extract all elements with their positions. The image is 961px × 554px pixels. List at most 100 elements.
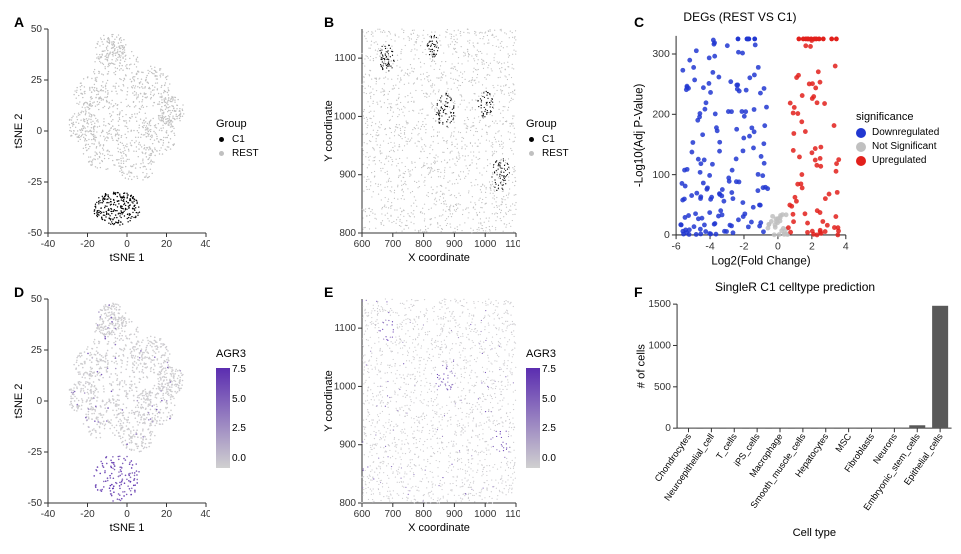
gradient-tick: 5.0 xyxy=(542,394,556,405)
gradient-tick: 5.0 xyxy=(232,394,246,405)
panel-a-svg: -40-2002040-50-2502550tSNE 1tSNE 2 xyxy=(10,10,210,270)
panel-c-title: DEGs (REST VS C1) xyxy=(630,10,850,24)
svg-text:2: 2 xyxy=(809,242,815,253)
svg-text:-50: -50 xyxy=(28,498,43,509)
panel-b: B 6007008009001000110080090010001100X co… xyxy=(320,10,620,270)
legend-item: C1 xyxy=(216,134,310,145)
svg-text:1100: 1100 xyxy=(505,239,520,250)
svg-text:-20: -20 xyxy=(80,239,95,250)
svg-text:-25: -25 xyxy=(28,447,43,458)
panel-f: F SingleR C1 celltype prediction 0500100… xyxy=(630,280,960,540)
panel-e: E 6007008009001000110080090010001100X co… xyxy=(320,280,620,540)
panel-b-legend: Group C1REST xyxy=(520,118,620,162)
legend-item: Downregulated xyxy=(856,127,960,138)
svg-text:0: 0 xyxy=(124,239,130,250)
panel-e-chart: 6007008009001000110080090010001100X coor… xyxy=(320,280,520,540)
panel-d-legend-title: AGR3 xyxy=(216,348,246,360)
svg-text:900: 900 xyxy=(446,239,463,250)
svg-text:-4: -4 xyxy=(705,242,714,253)
svg-text:0: 0 xyxy=(36,396,42,407)
figure-grid: A -40-2002040-50-2502550tSNE 1tSNE 2 Gro… xyxy=(10,10,951,544)
panel-d-chart: -40-2002040-50-2502550tSNE 1tSNE 2 xyxy=(10,280,210,540)
svg-text:0: 0 xyxy=(124,509,130,520)
panel-f-svg: 050010001500ChondrocytesNeuroepithelial_… xyxy=(630,296,960,540)
legend-label: Not Significant xyxy=(872,141,936,152)
legend-swatch xyxy=(219,137,224,142)
panel-d-legend: AGR3 7.55.02.50.0 xyxy=(210,348,310,472)
legend-swatch xyxy=(856,156,866,166)
svg-text:20: 20 xyxy=(161,239,173,250)
gradient-tick: 7.5 xyxy=(542,364,556,375)
svg-text:100: 100 xyxy=(652,170,670,181)
gradient-tick: 2.5 xyxy=(232,423,246,434)
svg-text:1000: 1000 xyxy=(474,239,497,250)
panel-b-svg: 600 700 800 900 1000 1100 800 900 1000 1100 X coor… xyxy=(320,10,520,270)
svg-text:0: 0 xyxy=(36,126,42,137)
svg-text:200: 200 xyxy=(652,109,670,120)
svg-text:25: 25 xyxy=(31,345,43,356)
panel-d: D -40-2002040-50-2502550tSNE 1tSNE 2 AGR… xyxy=(10,280,310,540)
panel-e-svg: 6007008009001000110080090010001100X coor… xyxy=(320,280,520,540)
gradient-tick: 7.5 xyxy=(232,364,246,375)
legend-label: REST xyxy=(232,148,259,159)
svg-text:900: 900 xyxy=(339,170,356,181)
panel-c-chart: DEGs (REST VS C1) -6 -4 -2 0 2 4 0 100 200 300 Log… xyxy=(630,10,850,270)
panel-e-gradient-bar xyxy=(526,368,540,468)
legend-label: C1 xyxy=(232,134,245,145)
legend-label: Upregulated xyxy=(872,155,926,166)
legend-label: C1 xyxy=(542,134,555,145)
svg-text:0: 0 xyxy=(775,242,781,253)
gradient-tick: 0.0 xyxy=(542,453,556,464)
legend-swatch xyxy=(856,142,866,152)
svg-text:-6: -6 xyxy=(671,242,680,253)
svg-text:Y coordinate: Y coordinate xyxy=(323,100,335,162)
svg-text:25: 25 xyxy=(31,75,43,86)
svg-text:-25: -25 xyxy=(28,177,43,188)
svg-text:tSNE 1: tSNE 1 xyxy=(110,252,145,264)
svg-text:40: 40 xyxy=(200,239,210,250)
panel-f-chart: SingleR C1 celltype prediction 050010001… xyxy=(630,280,960,540)
svg-text:-40: -40 xyxy=(41,509,56,520)
svg-text:20: 20 xyxy=(161,509,173,520)
svg-text:800: 800 xyxy=(415,239,432,250)
legend-swatch xyxy=(856,128,866,138)
panel-e-legend: AGR3 7.55.02.50.0 xyxy=(520,348,620,472)
svg-text:tSNE 1: tSNE 1 xyxy=(110,522,145,534)
legend-swatch xyxy=(219,151,224,156)
svg-text:tSNE 2: tSNE 2 xyxy=(13,384,25,419)
legend-item: REST xyxy=(526,148,620,159)
legend-label: Downregulated xyxy=(872,127,939,138)
legend-item: C1 xyxy=(526,134,620,145)
svg-text:X coordinate: X coordinate xyxy=(408,252,470,264)
svg-text:4: 4 xyxy=(843,242,849,253)
gradient-tick: 2.5 xyxy=(542,423,556,434)
svg-text:40: 40 xyxy=(200,509,210,520)
panel-e-gradient-ticks: 7.5 5.0 2.5 0.0 xyxy=(542,364,556,464)
svg-text:Log2(Fold Change): Log2(Fold Change) xyxy=(711,255,810,267)
panel-d-svg: -40-2002040-50-2502550tSNE 1tSNE 2 xyxy=(10,280,210,540)
svg-text:-Log10(Adj P-Value): -Log10(Adj P-Value) xyxy=(634,84,646,188)
svg-text:700: 700 xyxy=(384,239,401,250)
svg-text:0: 0 xyxy=(664,230,670,241)
svg-text:tSNE 2: tSNE 2 xyxy=(13,114,25,149)
panel-c: C DEGs (REST VS C1) -6-4-20240100200300L… xyxy=(630,10,960,270)
svg-text:1100: 1100 xyxy=(334,53,356,64)
legend-item: Upregulated xyxy=(856,155,960,166)
svg-text:300: 300 xyxy=(652,49,670,60)
panel-b-chart: 600 700 800 900 1000 1100 800 900 1000 1100 X coor… xyxy=(320,10,520,270)
svg-text:-2: -2 xyxy=(739,242,748,253)
svg-text:600: 600 xyxy=(354,239,371,250)
panel-a-legend: Group C1 REST xyxy=(210,118,310,162)
svg-text:-20: -20 xyxy=(80,509,95,520)
svg-text:1000: 1000 xyxy=(334,111,357,122)
legend-label: REST xyxy=(542,148,569,159)
panel-f-title: SingleR C1 celltype prediction xyxy=(630,280,960,294)
panel-c-legend-title: significance xyxy=(856,111,960,123)
svg-text:50: 50 xyxy=(31,24,43,35)
panel-a: A -40-2002040-50-2502550tSNE 1tSNE 2 Gro… xyxy=(10,10,310,270)
panel-a-legend-title: Group xyxy=(216,118,310,130)
legend-swatch xyxy=(529,137,534,142)
svg-text:800: 800 xyxy=(339,228,356,239)
svg-text:-40: -40 xyxy=(41,239,56,250)
panel-f-label: F xyxy=(634,284,643,300)
